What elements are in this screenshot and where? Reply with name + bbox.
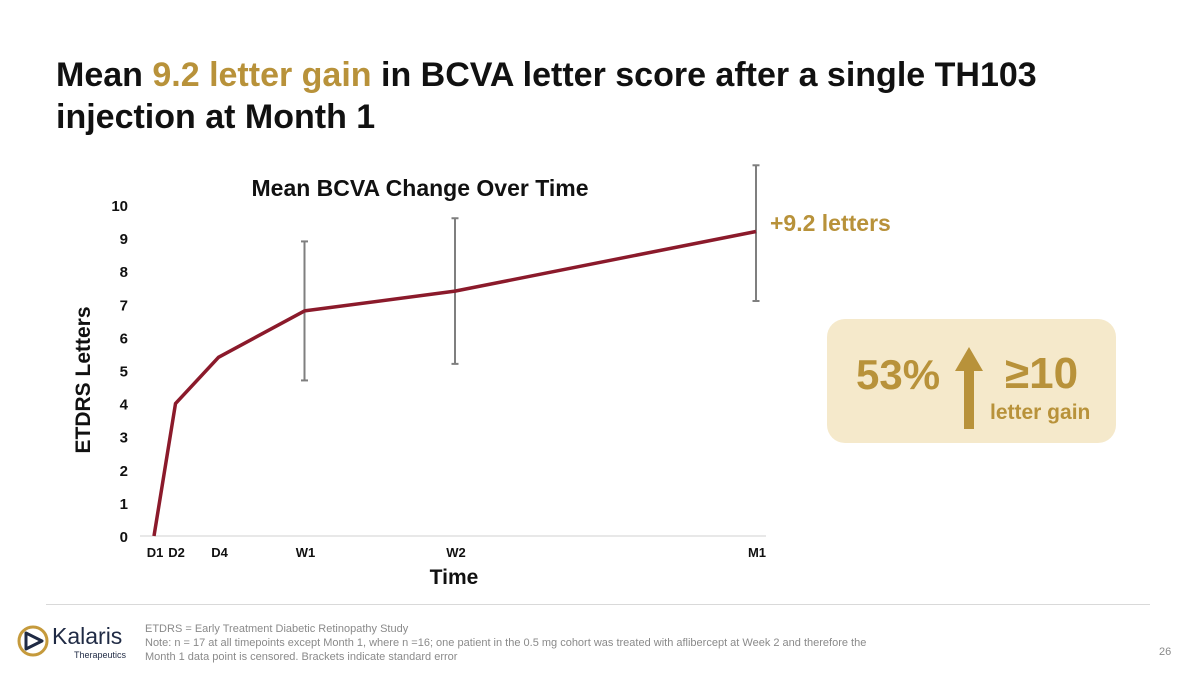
logo-mark-icon xyxy=(17,625,49,657)
slide-title-post: in BCVA letter score after a single TH10… xyxy=(56,56,1037,136)
y-tick-label: 4 xyxy=(120,397,129,414)
y-tick-label: 2 xyxy=(120,463,128,480)
logo-name: Kalaris xyxy=(52,623,123,649)
y-tick-label: 1 xyxy=(120,496,128,513)
up-arrow-icon xyxy=(955,347,983,429)
y-tick-label: 8 xyxy=(120,264,128,281)
company-logo: Kalaris Therapeutics xyxy=(14,621,127,661)
logo-subtitle: Therapeutics xyxy=(74,650,127,660)
footer-divider xyxy=(46,604,1150,605)
chart-title: Mean BCVA Change Over Time xyxy=(252,175,589,201)
bcva-line-chart: Mean BCVA Change Over Time 012345678910 … xyxy=(72,164,891,589)
slide-title-pre: Mean xyxy=(56,56,153,94)
footnote-line: Note: n = 17 at all timepoints except Mo… xyxy=(145,637,867,649)
x-tick-label: W2 xyxy=(446,545,466,560)
slide-title: Mean 9.2 letter gain in BCVA letter scor… xyxy=(56,54,1116,138)
series-line xyxy=(152,229,757,537)
page-number: 26 xyxy=(1159,646,1172,658)
y-tick-label: 5 xyxy=(120,364,128,381)
x-tick-label: D4 xyxy=(211,545,228,560)
y-tick-label: 6 xyxy=(120,330,128,347)
y-axis-ticks: 0 1 2 3 4 5 6 7 8 9 10 xyxy=(111,198,128,546)
y-tick-label: 3 xyxy=(120,430,128,447)
footnotes: ETDRS = Early Treatment Diabetic Retinop… xyxy=(145,622,905,664)
responder-callout: 53% ≥10 letter gain xyxy=(827,319,1116,443)
x-tick-label: D2 xyxy=(168,545,185,560)
responder-percent: 53% xyxy=(856,351,941,398)
x-tick-label: D1 xyxy=(147,545,164,560)
y-tick-label: 9 xyxy=(120,231,128,248)
x-axis-ticks: D1 D2 D4 W1 W2 M1 xyxy=(147,545,766,560)
letter-threshold: ≥10 xyxy=(1005,349,1079,398)
x-tick-label: M1 xyxy=(748,545,766,560)
letter-gain-caption: letter gain xyxy=(990,401,1091,424)
x-tick-label: W1 xyxy=(296,545,316,560)
slide-title-accent: 9.2 letter gain xyxy=(152,56,372,94)
y-tick-label: 10 xyxy=(111,198,128,215)
y-tick-label: 7 xyxy=(120,297,128,314)
x-axis-label: Time xyxy=(430,566,479,589)
final-value-annotation: +9.2 letters xyxy=(770,210,891,236)
footnote-line: ETDRS = Early Treatment Diabetic Retinop… xyxy=(145,623,409,635)
y-axis-label: ETDRS Letters xyxy=(72,306,95,453)
y-tick-label: 0 xyxy=(120,529,128,546)
footnote-line: Month 1 data point is censored. Brackets… xyxy=(145,651,458,663)
